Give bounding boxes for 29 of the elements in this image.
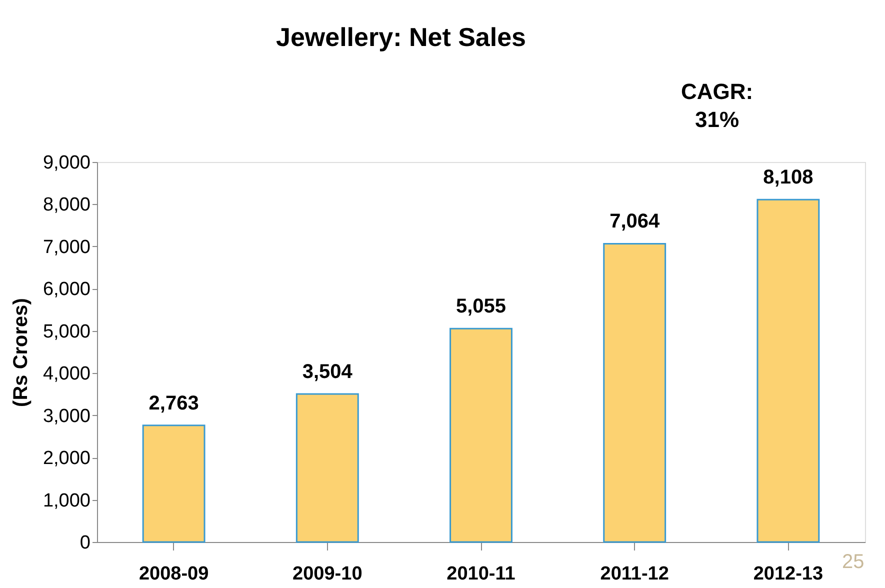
x-tick-label: 2009-10 [292,564,362,584]
text: 25 [842,551,864,573]
y-tick-label: 3,000 [42,406,90,427]
x-tick-label: 2011-12 [600,564,669,584]
x-tick-label: 2008-09 [138,564,209,584]
data-label: 2,763 [148,392,199,414]
data-label: 7,064 [610,210,660,233]
y-tick-label: 0 [80,532,90,554]
y-tick-label: 1,000 [42,490,90,512]
data-label: 3,504 [302,361,354,384]
text: CAGR: 31% [680,79,754,132]
y-tick-label: 8,000 [42,194,90,216]
y-tick-label: 4,000 [42,364,90,385]
bar [142,424,206,543]
y-tick-label: 2,000 [42,448,90,470]
bar [450,328,512,543]
bar [296,393,359,543]
y-axis-title: (Rs Crores) [10,298,32,407]
bar [756,198,820,543]
x-tick-label: 2012-13 [753,564,824,584]
y-tick-label: 5,000 [42,321,90,342]
y-tick-label: 9,000 [42,152,90,174]
chart-title: Jewellery: Net Sales [276,22,526,52]
x-tick-label: 2010-11 [446,564,516,584]
y-tick-label: 7,000 [42,236,90,258]
data-label: 5,055 [456,296,506,318]
data-label: 8,108 [763,166,814,189]
bar [603,242,666,543]
y-tick-label: 6,000 [42,279,90,300]
